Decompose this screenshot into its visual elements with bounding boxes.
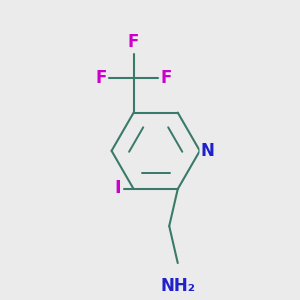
Text: NH₂: NH₂ xyxy=(160,277,195,295)
Text: F: F xyxy=(128,33,139,51)
Text: N: N xyxy=(201,142,215,160)
Text: F: F xyxy=(95,69,106,87)
Text: I: I xyxy=(115,178,121,196)
Text: F: F xyxy=(161,69,172,87)
